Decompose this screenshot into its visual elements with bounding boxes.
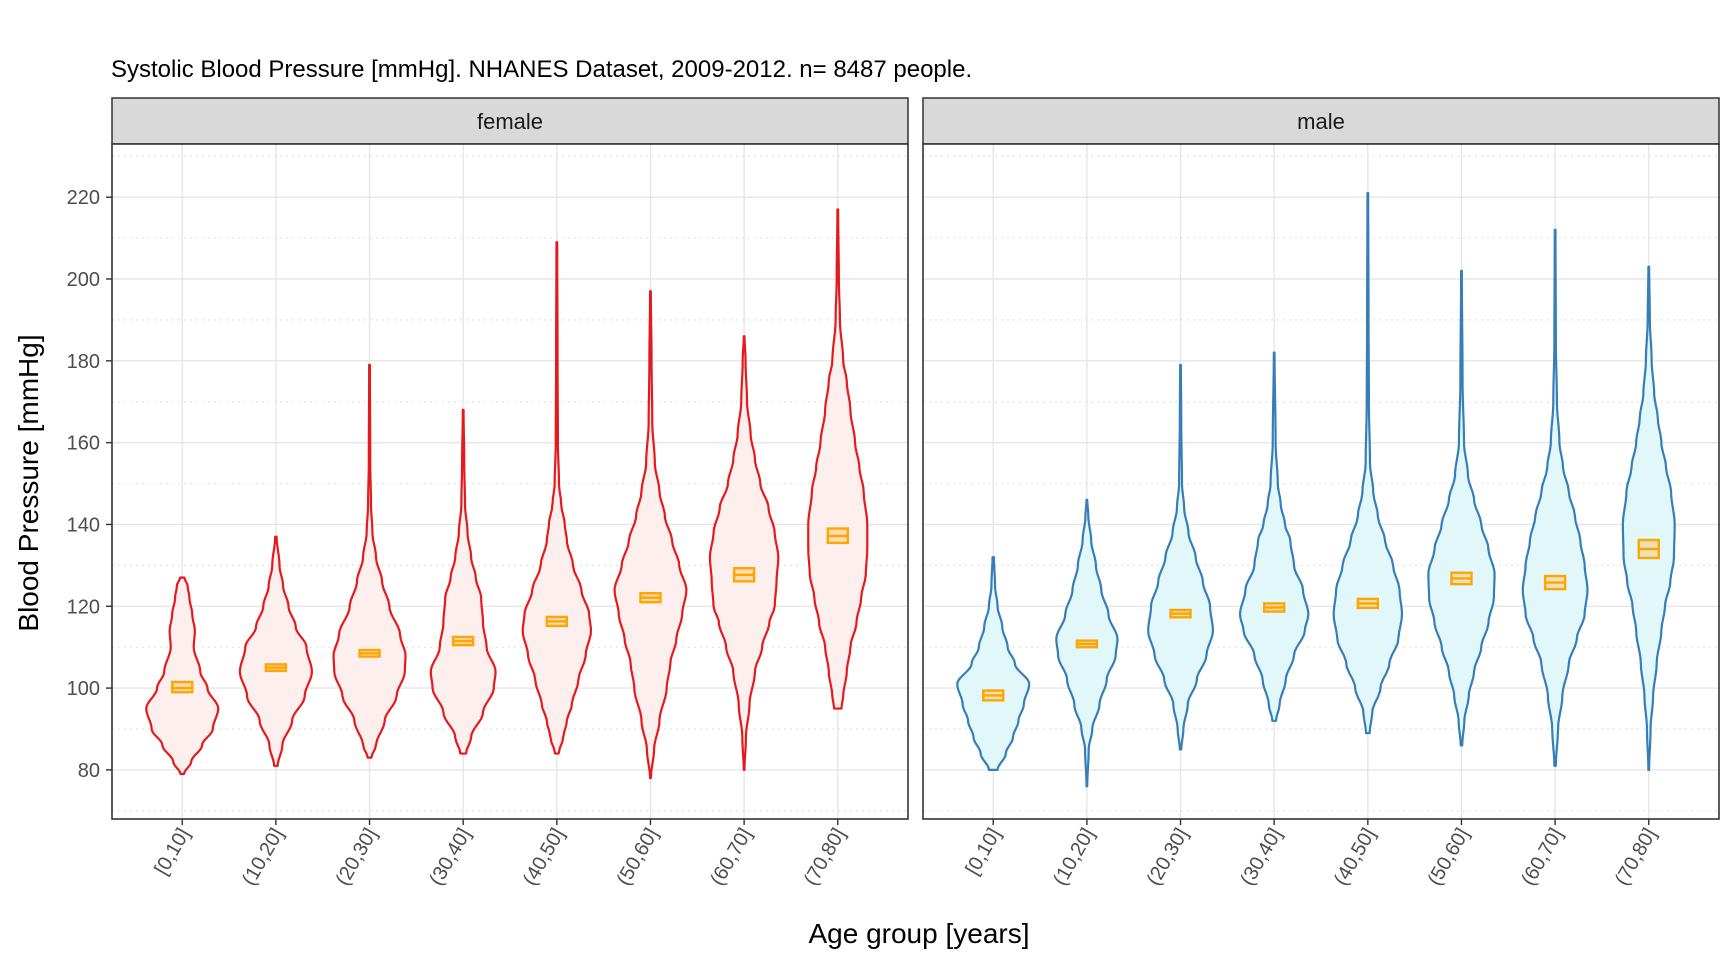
x-tick-label: [0,10] — [150, 825, 194, 879]
x-tick-label: (20,30] — [332, 825, 382, 890]
violin-female-0 — [145, 576, 220, 776]
mean-ci-fill — [1265, 604, 1284, 611]
mean-ci-fill — [360, 651, 379, 656]
violin-male-4 — [1332, 191, 1404, 735]
y-tick-label: 220 — [67, 187, 100, 209]
facet-strip-background — [922, 97, 1720, 145]
x-axis-title: Age group [years] — [808, 918, 1029, 949]
x-tick-label: [0,10] — [961, 825, 1005, 879]
violin-male-0 — [956, 556, 1031, 772]
y-tick-label: 200 — [67, 269, 100, 291]
x-tick-label: (40,50] — [519, 825, 569, 890]
facet-panel-female: female [0,10] (10,20] (20,30] (30,40] (40,50]… — [67, 97, 909, 890]
facet-strip-background — [111, 97, 909, 145]
mean-ci-fill — [1546, 577, 1565, 589]
violin-female-2 — [332, 363, 407, 759]
x-tick-label: (40,50] — [1330, 825, 1380, 890]
mean-ci-fill — [1639, 541, 1658, 557]
violin-female-3 — [429, 408, 497, 755]
violin-female-1 — [238, 535, 313, 767]
facet-panel-male: male [0,10] (10,20] (20,30] (30,40] (40,50] (5… — [922, 97, 1720, 890]
mean-ci-fill — [735, 569, 754, 581]
x-tick-label: (20,30] — [1143, 825, 1193, 890]
mean-ci-fill — [1171, 610, 1190, 617]
violin-female-7 — [807, 208, 869, 710]
x-tick-label: (50,60] — [613, 825, 663, 890]
violin-male-3 — [1238, 351, 1310, 722]
violin-female-6 — [708, 335, 780, 772]
panel-background — [923, 144, 1719, 819]
mean-ci-fill — [547, 617, 566, 625]
facet-strip-label: male — [1297, 109, 1345, 134]
mean-ci-fill — [641, 594, 660, 602]
y-tick-label: 120 — [67, 596, 100, 618]
y-tick-label: 160 — [67, 433, 100, 455]
y-tick-label: 100 — [67, 678, 100, 700]
mean-ci-fill — [266, 665, 285, 670]
x-tick-label: (50,60] — [1424, 825, 1474, 890]
x-tick-label: (10,20] — [238, 825, 288, 890]
violin-female-4 — [521, 241, 593, 755]
panel-border — [922, 143, 1720, 820]
x-tick-label: (30,40] — [1236, 825, 1286, 890]
chart-title: Systolic Blood Pressure [mmHg]. NHANES D… — [111, 56, 972, 83]
mean-ci-fill — [1077, 641, 1096, 647]
mean-ci-fill — [1452, 573, 1471, 584]
x-tick-label: (30,40] — [425, 825, 475, 890]
y-tick-label: 180 — [67, 351, 100, 373]
x-tick-label: (60,70] — [1517, 825, 1567, 890]
mean-ci-fill — [1358, 599, 1377, 607]
x-tick-label: (70,80] — [800, 825, 850, 890]
violin-male-2 — [1147, 363, 1215, 751]
mean-ci-fill — [984, 691, 1003, 700]
violin-male-6 — [1521, 228, 1589, 767]
x-tick-label: (10,20] — [1049, 825, 1099, 890]
mean-ci-fill — [173, 682, 192, 692]
y-axis-title: Blood Pressure [mmHg] — [13, 334, 44, 631]
x-tick-label: (60,70] — [706, 825, 756, 890]
violin-male-5 — [1427, 269, 1496, 747]
facet-panels: female [0,10] (10,20] (20,30] (30,40] (40,50]… — [67, 97, 1720, 890]
mean-ci-fill — [828, 529, 847, 542]
panel-border — [111, 143, 909, 820]
facet-strip-label: female — [477, 109, 543, 134]
mean-ci-fill — [454, 637, 473, 645]
x-tick-label: (70,80] — [1611, 825, 1661, 890]
y-tick-label: 80 — [78, 760, 100, 782]
violin-male-7 — [1621, 265, 1676, 772]
y-tick-label: 140 — [67, 514, 100, 536]
panel-background — [112, 144, 908, 819]
violin-female-5 — [613, 290, 688, 780]
